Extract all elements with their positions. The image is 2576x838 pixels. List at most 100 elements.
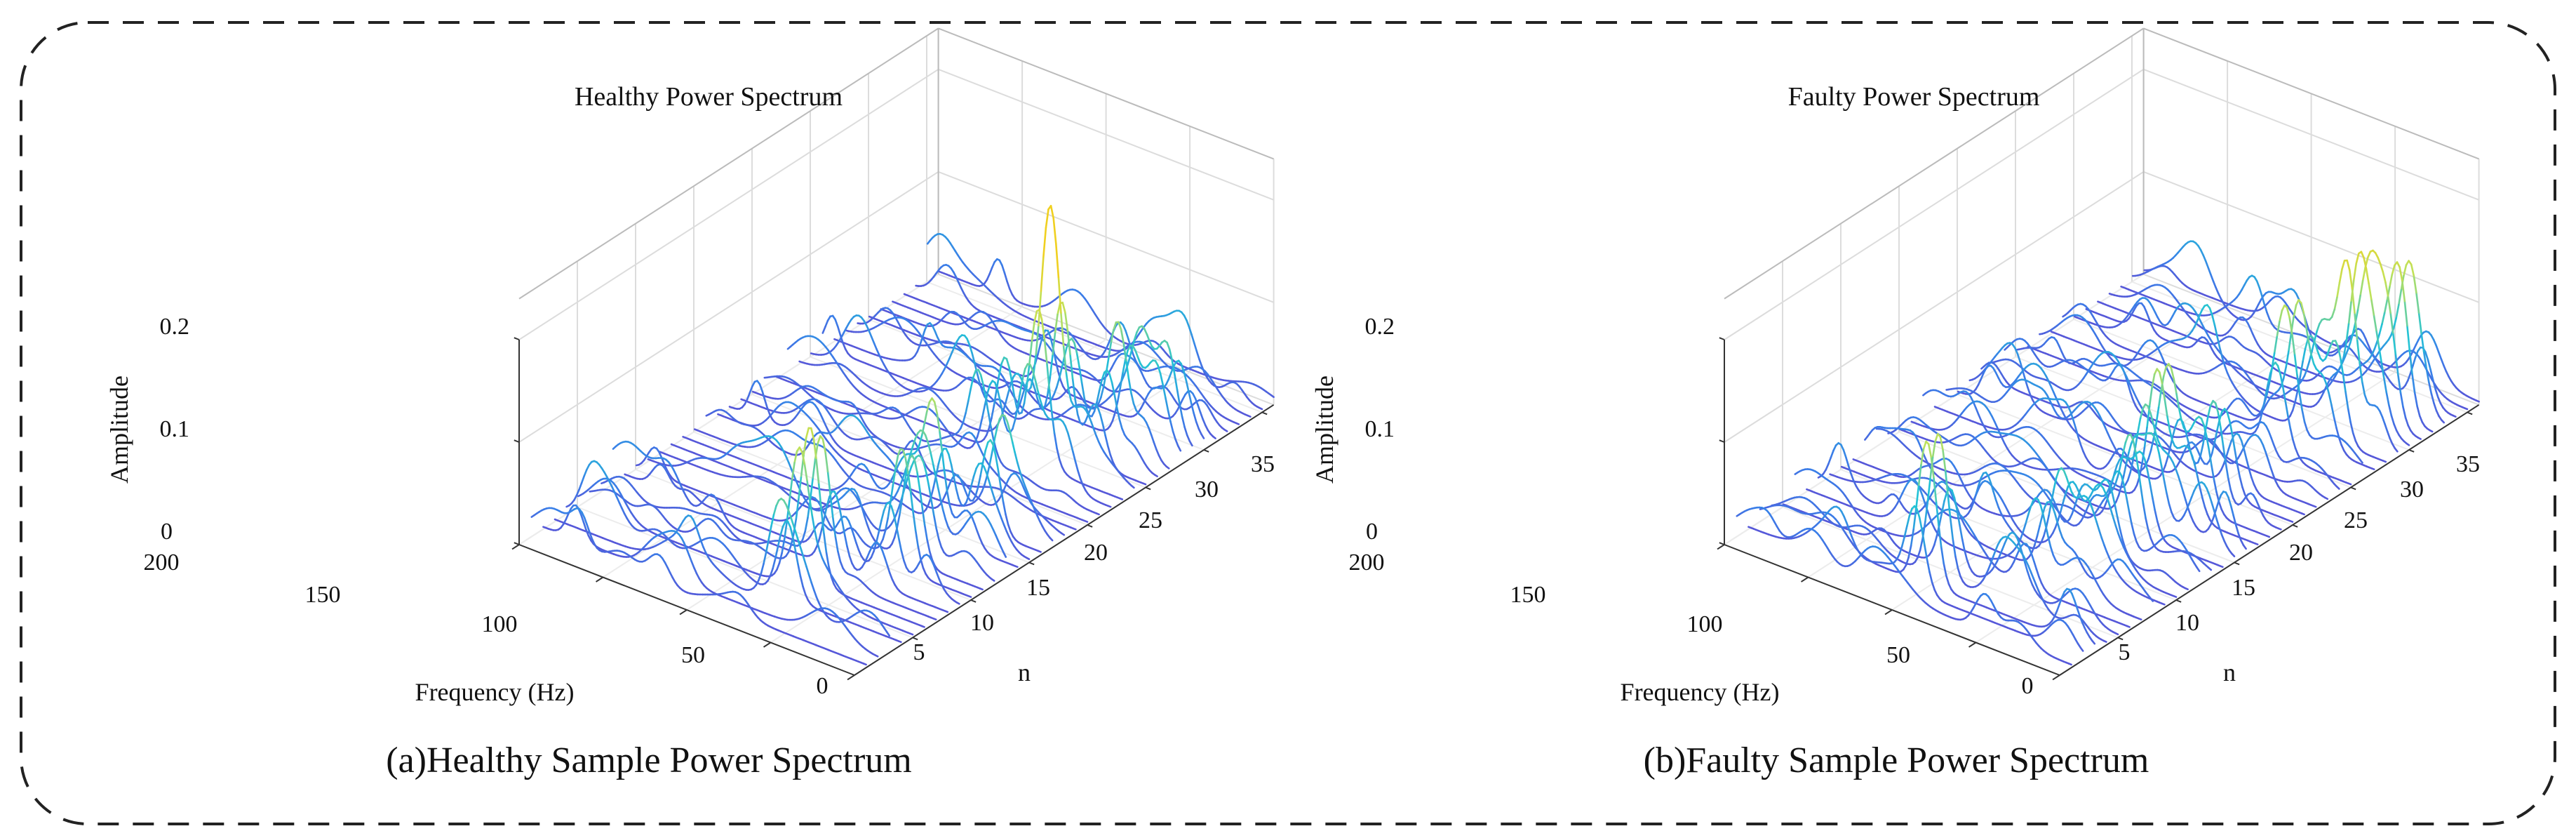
healthy-spectrum-segment xyxy=(1146,333,1151,342)
healthy-spectrum-segment xyxy=(1037,343,1042,356)
healthy-spectrum-segment xyxy=(914,529,919,547)
healthy-spectrum-segment xyxy=(705,413,710,417)
healthy-spectrum-segment xyxy=(923,410,928,425)
healthy-spectrum-segment xyxy=(728,406,733,409)
healthy-spectrum-segment xyxy=(1155,448,1160,457)
healthy-spectrum-segment xyxy=(1077,470,1082,480)
healthy-y-tick-mark xyxy=(1261,411,1268,415)
healthy-spectrum-segment xyxy=(1113,321,1118,331)
healthy-spectrum-segment xyxy=(1064,425,1069,434)
healthy-spectrum-segment xyxy=(988,267,993,276)
healthy-spectrum-segment xyxy=(613,491,618,498)
healthy-spectrum-segment xyxy=(919,336,924,347)
healthy-spectrum-segment xyxy=(1053,432,1058,450)
healthy-spectrum-segment xyxy=(898,538,903,552)
healthy-spectrum-segment xyxy=(624,473,629,477)
healthy-spectrum-segment xyxy=(542,526,547,529)
healthy-spectrum-segment xyxy=(1165,378,1170,386)
healthy-spectrum-segment xyxy=(839,561,844,569)
healthy-spectrum-segment xyxy=(927,441,932,453)
healthy-y-tick-mark xyxy=(970,599,977,603)
healthy-spectrum-segment xyxy=(935,571,940,580)
healthy-x-tick: 0 xyxy=(817,673,829,699)
healthy-spectrum-segment xyxy=(953,475,958,490)
healthy-spectrum-segment xyxy=(998,259,1003,267)
healthy-spectrum-segment xyxy=(1143,328,1148,335)
healthy-y-tick: 20 xyxy=(1084,540,1108,566)
healthy-spectrum-segment xyxy=(799,575,804,588)
healthy-spectrum-segment xyxy=(826,470,831,496)
healthy-spectrum-line xyxy=(798,204,1135,489)
healthy-spectrum-line xyxy=(682,397,1019,568)
healthy-spectrum-segment xyxy=(999,484,1005,502)
healthy-spectrum-segment xyxy=(1159,372,1164,386)
healthy-grid-top xyxy=(518,27,939,300)
healthy-spectrum-segment xyxy=(808,497,813,517)
healthy-spectrum-segment xyxy=(1186,434,1191,442)
healthy-spectrum-segment xyxy=(899,477,904,487)
healthy-spectrum-segment xyxy=(976,530,981,539)
healthy-spectrum-segment xyxy=(795,498,800,521)
healthy-spectrum-segment xyxy=(647,458,652,462)
healthy-spectrum-segment xyxy=(821,557,826,564)
healthy-spectrum-segment xyxy=(1009,429,1014,442)
healthy-spectrum-segment xyxy=(798,477,803,501)
healthy-spectrum-segment xyxy=(923,524,928,541)
healthy-spectrum-segment xyxy=(818,528,823,540)
healthy-spectrum-segment xyxy=(1116,387,1122,403)
healthy-spectrum-segment xyxy=(1046,361,1051,390)
healthy-spectrum-line xyxy=(938,258,1275,399)
healthy-spectrum-segment xyxy=(1127,377,1132,394)
healthy-spectrum-segment xyxy=(1198,427,1202,435)
healthy-spectrum-line xyxy=(635,446,972,598)
healthy-spectrum-segment xyxy=(883,556,889,566)
healthy-spectrum-segment xyxy=(777,535,781,549)
healthy-spectrum-segment xyxy=(972,369,977,379)
healthy-spectrum-segment xyxy=(699,539,704,548)
healthy-spectrum-segment xyxy=(1002,483,1007,491)
healthy-spectrum-line xyxy=(903,293,1240,425)
healthy-spectrum-segment xyxy=(958,281,962,289)
healthy-spectrum-segment xyxy=(577,493,582,498)
healthy-spectrum-segment xyxy=(786,345,791,350)
healthy-spectrum-segment xyxy=(937,453,942,465)
healthy-series-lines xyxy=(530,204,1275,666)
faulty-spectrum-segment xyxy=(2435,344,2440,354)
healthy-spectrum-segment xyxy=(687,554,693,563)
faulty-spectrum-segment xyxy=(2440,358,2445,367)
healthy-spectrum-segment xyxy=(953,271,958,279)
healthy-spectrum-segment xyxy=(1167,371,1172,380)
healthy-spectrum-segment xyxy=(1031,321,1035,344)
healthy-spectrum-segment xyxy=(1021,402,1026,414)
healthy-spectrum-segment xyxy=(966,338,971,346)
healthy-spectrum-segment xyxy=(1075,351,1080,368)
healthy-spectrum-segment xyxy=(834,319,839,328)
faulty-spectrum-segment xyxy=(2432,338,2437,347)
healthy-spectrum-segment xyxy=(803,557,807,568)
healthy-spectrum-segment xyxy=(998,510,1002,520)
healthy-spectrum-segment xyxy=(1107,338,1112,346)
healthy-spectrum-segment xyxy=(612,445,617,450)
healthy-spectrum-segment xyxy=(934,330,939,339)
healthy-y-axis-label: n xyxy=(1018,658,1031,686)
healthy-spectrum-segment xyxy=(589,490,593,493)
healthy-spectrum-segment xyxy=(918,487,923,508)
healthy-y-tick: 30 xyxy=(1195,477,1219,503)
healthy-spectrum-segment xyxy=(1106,444,1112,456)
healthy-spectrum-segment xyxy=(1132,353,1137,362)
healthy-spectrum-segment xyxy=(985,427,991,437)
healthy-spectrum-segment xyxy=(1108,373,1113,384)
healthy-spectrum-segment xyxy=(996,418,1001,429)
healthy-x-axis-label: Frequency (Hz) xyxy=(415,678,575,706)
healthy-spectrum-segment xyxy=(1195,420,1200,430)
healthy-spectrum-segment xyxy=(530,514,535,518)
healthy-spectrum-segment xyxy=(934,474,939,488)
healthy-spectrum-segment xyxy=(1179,403,1183,418)
healthy-spectrum-segment xyxy=(984,441,989,452)
healthy-spectrum-segment xyxy=(880,510,885,522)
healthy-spectrum-segment xyxy=(896,514,901,529)
healthy-spectrum-segment xyxy=(986,273,991,281)
healthy-spectrum-segment xyxy=(921,328,926,339)
healthy-spectrum-segment xyxy=(917,545,922,560)
healthy-spectrum-segment xyxy=(981,404,986,418)
